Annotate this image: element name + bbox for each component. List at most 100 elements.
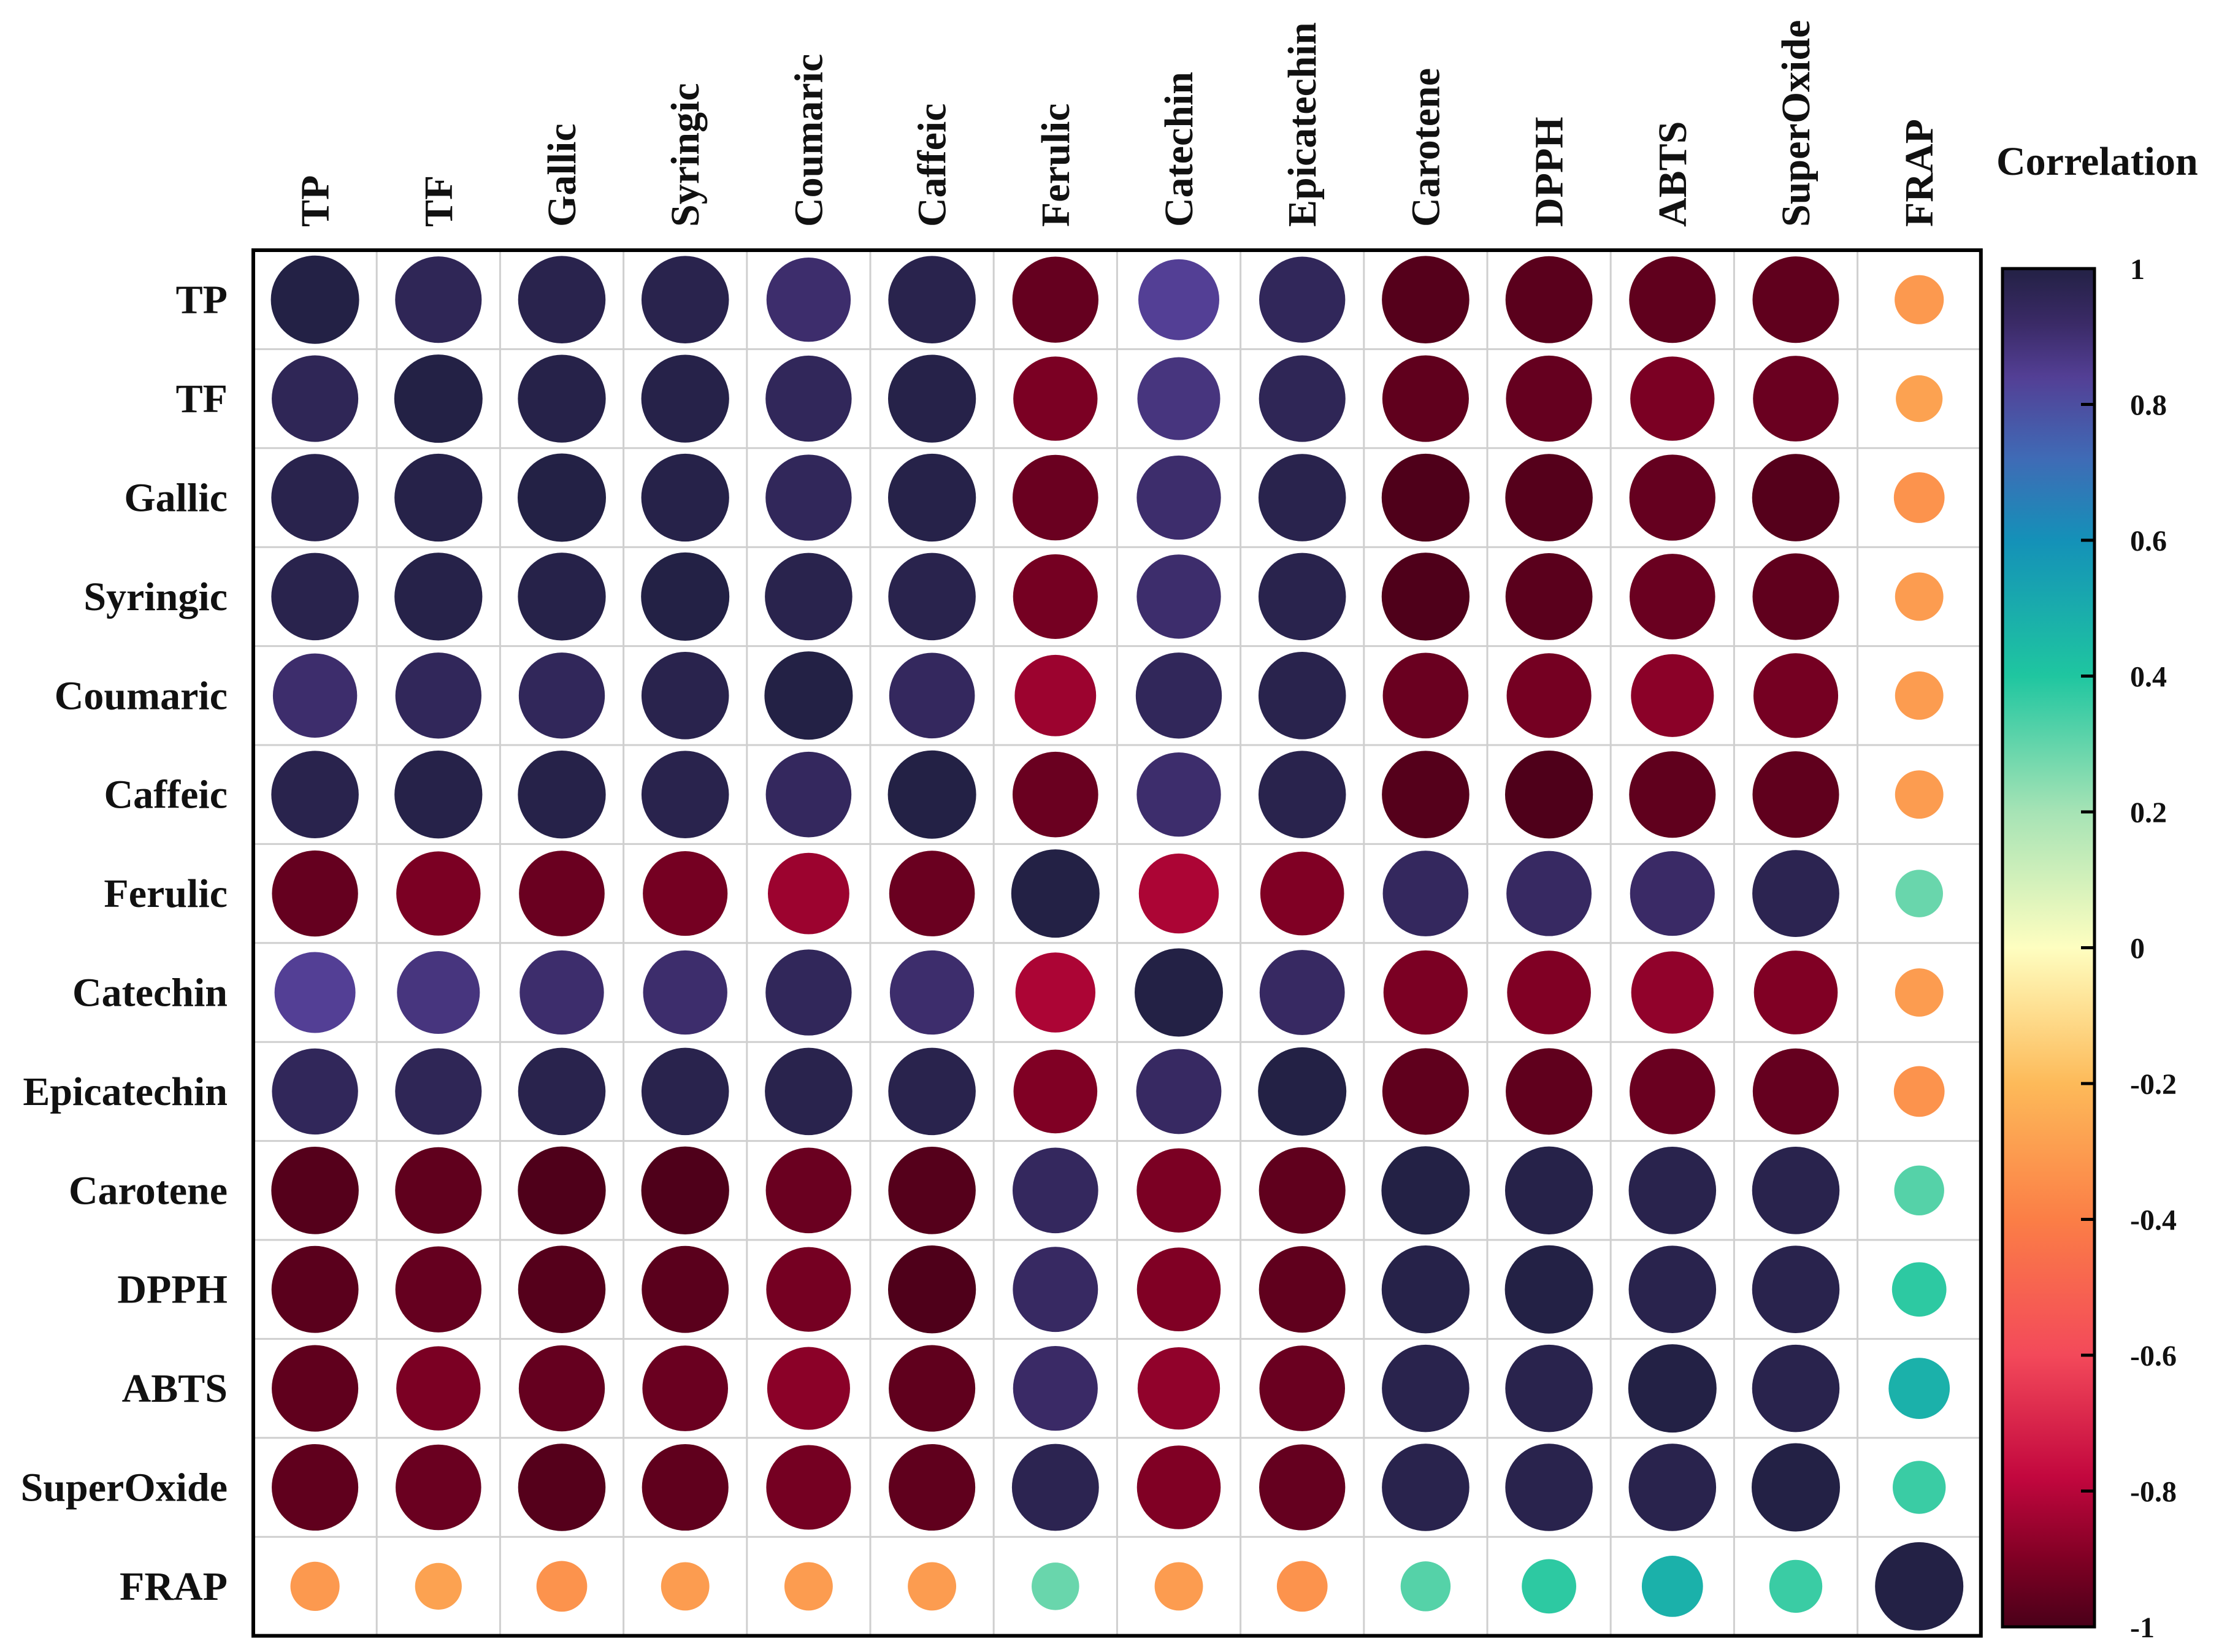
correlation-circle-FRAP-Coumaric xyxy=(784,1562,833,1611)
correlation-circle-Carotene-Carotene xyxy=(1381,1146,1470,1235)
correlation-circle-Epicatechin-Syringic xyxy=(641,1047,729,1136)
correlation-circle-Caffeic-SuperOxide xyxy=(1752,751,1839,838)
column-label-TF: TF xyxy=(416,175,461,227)
correlation-circle-TP-DPPH xyxy=(1505,256,1593,343)
row-label-Epicatechin: Epicatechin xyxy=(23,1069,228,1114)
colorbar-tick-label: 0.2 xyxy=(2130,797,2167,829)
correlation-circle-TP-TF xyxy=(395,256,482,343)
correlation-circle-Ferulic-FRAP xyxy=(1895,870,1943,917)
correlation-circle-Gallic-Ferulic xyxy=(1012,454,1098,541)
correlation-circle-Syringic-SuperOxide xyxy=(1752,553,1839,640)
correlation-circle-SuperOxide-TF xyxy=(395,1444,481,1531)
correlation-circle-ABTS-Syringic xyxy=(642,1345,729,1431)
row-label-ABTS: ABTS xyxy=(122,1366,228,1411)
correlation-circle-TF-TF xyxy=(394,354,483,443)
correlation-circle-Catechin-Caffeic xyxy=(889,950,975,1035)
correlation-circle-Gallic-Caffeic xyxy=(887,453,976,542)
correlation-circle-Caffeic-DPPH xyxy=(1504,751,1593,839)
row-labels: TP TF Gallic Syringic Coumaric Caffeic Ferulic… xyxy=(21,278,228,1609)
correlation-circle-FRAP-Syringic xyxy=(661,1562,710,1611)
correlation-circle-Ferulic-Syringic xyxy=(643,851,728,936)
colorbar-tick-label: 0.8 xyxy=(2130,389,2167,422)
correlation-circle-Syringic-Caffeic xyxy=(888,553,976,641)
correlation-circle-Syringic-ABTS xyxy=(1629,554,1715,640)
correlation-circle-Catechin-DPPH xyxy=(1507,950,1591,1034)
colorbar-tick-label: 1 xyxy=(2130,253,2145,286)
column-label-Carotene: Carotene xyxy=(1403,68,1448,227)
correlation-circle-Gallic-DPPH xyxy=(1505,454,1593,541)
correlation-circle-DPPH-Syringic xyxy=(642,1245,729,1333)
correlation-circle-SuperOxide-Gallic xyxy=(518,1444,606,1531)
correlation-circle-Coumaric-SuperOxide xyxy=(1753,653,1839,738)
correlation-circle-Epicatechin-Coumaric xyxy=(765,1047,853,1136)
correlation-circle-Coumaric-Epicatechin xyxy=(1258,652,1346,740)
colorbar-tick-label: 0.6 xyxy=(2130,525,2167,557)
correlation-circle-Carotene-Epicatechin xyxy=(1259,1147,1346,1234)
row-label-Gallic: Gallic xyxy=(124,476,228,521)
row-label-Carotene: Carotene xyxy=(69,1168,228,1213)
correlation-circle-Caffeic-ABTS xyxy=(1629,751,1716,838)
correlation-circle-Ferulic-ABTS xyxy=(1630,851,1715,936)
correlation-circle-FRAP-Caffeic xyxy=(908,1562,957,1611)
correlation-circle-Coumaric-Coumaric xyxy=(764,651,853,740)
correlation-circle-TP-Coumaric xyxy=(766,258,851,342)
correlation-circle-Ferulic-SuperOxide xyxy=(1752,850,1839,938)
row-label-Coumaric: Coumaric xyxy=(55,673,228,718)
row-label-Ferulic: Ferulic xyxy=(104,871,228,916)
correlation-circle-TP-ABTS xyxy=(1629,256,1716,343)
correlation-circle-Coumaric-FRAP xyxy=(1895,671,1944,720)
correlation-circle-Carotene-FRAP xyxy=(1894,1165,1944,1216)
correlation-circle-Ferulic-Caffeic xyxy=(889,851,975,936)
matrix-cells xyxy=(270,255,1964,1631)
correlation-circle-Caffeic-FRAP xyxy=(1895,770,1944,819)
correlation-circle-Coumaric-Carotene xyxy=(1382,652,1469,739)
colorbar-ticks: 1 0.8 0.6 0.4 0.2 0 -0.2 -0.4 -0.6 -0.8 -1 xyxy=(2081,253,2177,1644)
matrix-grid xyxy=(252,249,1982,1637)
row-label-Caffeic: Caffeic xyxy=(104,773,228,817)
column-label-Syringic: Syringic xyxy=(663,83,708,227)
row-label-TP: TP xyxy=(176,278,228,323)
correlation-circle-FRAP-Gallic xyxy=(536,1561,588,1612)
correlation-circle-DPPH-FRAP xyxy=(1891,1262,1947,1317)
correlation-circle-SuperOxide-DPPH xyxy=(1505,1444,1593,1531)
correlation-circle-Carotene-Catechin xyxy=(1136,1148,1221,1233)
correlation-circle-TF-Ferulic xyxy=(1013,356,1098,441)
correlation-circle-FRAP-ABTS xyxy=(1641,1556,1703,1617)
correlation-circle-Coumaric-TP xyxy=(272,653,358,738)
correlation-circle-Epicatechin-SuperOxide xyxy=(1752,1048,1839,1135)
correlation-circle-Ferulic-Coumaric xyxy=(768,852,849,935)
correlation-circle-Carotene-TP xyxy=(271,1147,359,1234)
column-label-SuperOxide: SuperOxide xyxy=(1774,20,1818,227)
correlation-circle-DPPH-Caffeic xyxy=(887,1245,976,1334)
correlation-circle-Catechin-Gallic xyxy=(519,950,604,1035)
correlation-circle-Epicatechin-Carotene xyxy=(1382,1048,1469,1135)
correlation-circle-Caffeic-Epicatechin xyxy=(1258,751,1346,838)
correlation-circle-Carotene-SuperOxide xyxy=(1752,1147,1840,1234)
colorbar-tick-label: 0.4 xyxy=(2130,661,2167,694)
correlation-circle-ABTS-Catechin xyxy=(1137,1347,1221,1430)
correlation-circle-TF-Coumaric xyxy=(765,355,852,442)
correlation-circle-DPPH-Ferulic xyxy=(1013,1247,1098,1333)
colorbar-tick-label: -0.8 xyxy=(2130,1476,2177,1509)
correlation-circle-Coumaric-Syringic xyxy=(641,652,729,740)
correlation-circle-Ferulic-Carotene xyxy=(1382,851,1469,936)
correlation-circle-SuperOxide-ABTS xyxy=(1628,1444,1717,1531)
correlation-circle-SuperOxide-Carotene xyxy=(1382,1444,1470,1531)
correlation-circle-Caffeic-Syringic xyxy=(641,751,729,838)
correlation-circle-DPPH-SuperOxide xyxy=(1752,1245,1840,1333)
correlation-circle-Coumaric-Gallic xyxy=(518,652,605,739)
correlation-circle-Caffeic-Catechin xyxy=(1136,752,1221,837)
correlation-circle-Epicatechin-TF xyxy=(395,1048,482,1135)
correlation-circle-FRAP-Carotene xyxy=(1400,1561,1451,1612)
correlation-circle-TP-Epicatechin xyxy=(1259,256,1346,343)
correlation-circle-FRAP-SuperOxide xyxy=(1769,1559,1823,1613)
correlation-circle-ABTS-TP xyxy=(272,1345,359,1432)
correlation-circle-ABTS-Gallic xyxy=(518,1345,605,1432)
correlation-circle-Epicatechin-ABTS xyxy=(1629,1049,1715,1134)
correlation-circle-ABTS-Carotene xyxy=(1382,1344,1470,1432)
correlation-circle-SuperOxide-Syringic xyxy=(642,1444,729,1531)
correlation-circle-Syringic-Ferulic xyxy=(1013,554,1098,639)
correlation-circle-TP-Gallic xyxy=(518,256,606,343)
correlation-circle-Gallic-TF xyxy=(394,453,483,542)
